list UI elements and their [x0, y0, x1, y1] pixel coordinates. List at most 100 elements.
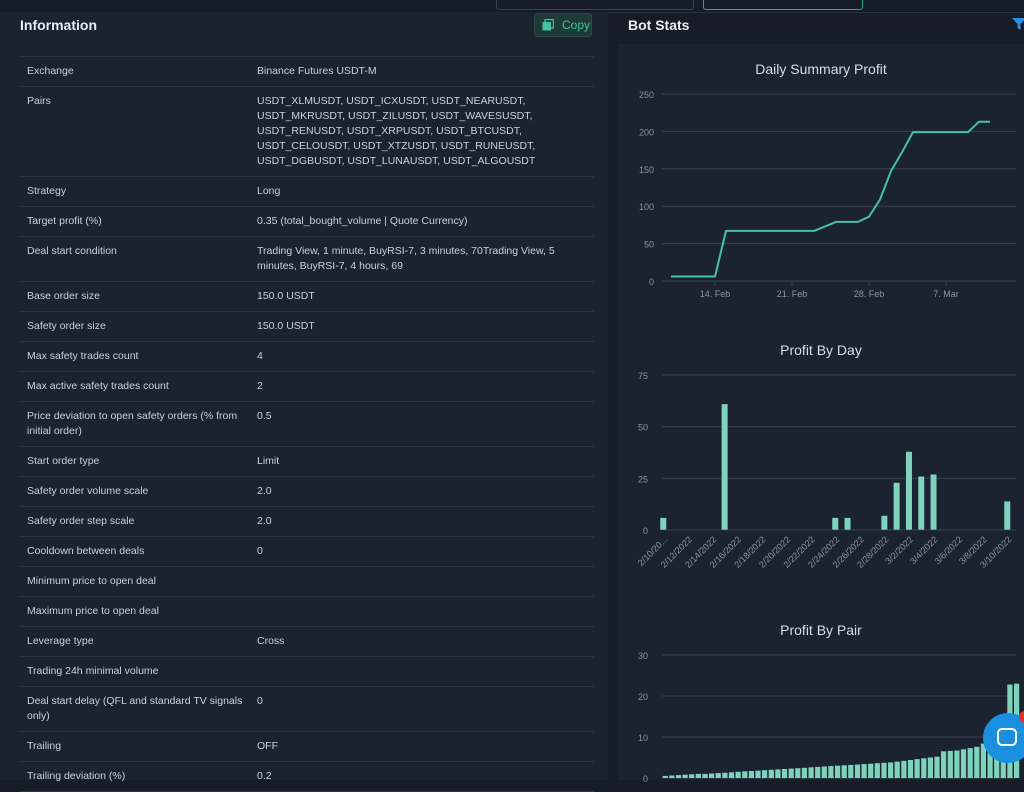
info-row-key: Maximum price to open deal [27, 605, 159, 617]
info-row-value [257, 664, 577, 679]
pair-bar [662, 775, 668, 778]
pair-bar [808, 767, 814, 778]
pair-bar [868, 763, 874, 778]
pair-bar [894, 761, 900, 778]
pair-bar [835, 765, 841, 778]
info-row-key: Pairs [27, 95, 51, 107]
copy-button[interactable]: Copy [534, 13, 592, 37]
copy-button-label: Copy [562, 18, 591, 32]
day-bar [1003, 500, 1011, 531]
info-row-key: Trading 24h minimal volume [27, 665, 159, 677]
pair-bar [987, 739, 993, 778]
pair-bar [709, 773, 715, 778]
day-bar [917, 476, 925, 531]
info-row-value [257, 574, 577, 589]
day-bar [930, 473, 938, 531]
info-row-key: Start order type [27, 455, 100, 467]
info-row-value: 2.0 [257, 485, 272, 497]
information-header: Information Copy [0, 12, 608, 48]
y-tick-label: 20 [638, 692, 648, 702]
info-row-value: Binance Futures USDT-M [257, 65, 377, 77]
pair-bar [695, 773, 701, 778]
profit-by-day-chart: 02550752/10/20...2/12/20222/14/20222/16/… [636, 371, 1016, 570]
info-row-key: Minimum price to open deal [27, 575, 156, 587]
info-row-key: Strategy [27, 185, 67, 197]
info-row-key: Exchange [27, 65, 74, 77]
pair-bar [755, 770, 761, 778]
info-row-key: Trailing deviation (%) [27, 770, 126, 782]
y-tick-label: 100 [639, 202, 654, 212]
profit-by-pair-title: Profit By Pair [780, 622, 862, 638]
chat-launcher-button[interactable] [983, 711, 1024, 763]
info-row: Safety order step scale 2.0 [20, 506, 594, 536]
pair-bar [682, 774, 688, 778]
x-tick-label: 14. Feb [700, 289, 731, 299]
day-bar [844, 517, 852, 531]
pair-bar [927, 757, 933, 778]
pair-bar [669, 775, 675, 778]
info-row-value: 0.35 (total_bought_volume | Quote Curren… [257, 215, 468, 227]
pair-bar [874, 763, 880, 778]
bot-stats-title: Bot Stats [628, 17, 690, 33]
info-row-value: 150.0 USDT [257, 320, 315, 332]
info-row-value: USDT_XLMUSDT, USDT_ICXUSDT, USDT_NEARUSD… [257, 95, 536, 167]
info-row-key: Max active safety trades count [27, 380, 169, 392]
y-tick-label: 0 [643, 774, 648, 784]
x-tick-label: 28. Feb [854, 289, 885, 299]
daily-summary-profit-title: Daily Summary Profit [755, 61, 887, 77]
y-tick-label: 0 [643, 526, 648, 536]
pair-bar [768, 769, 774, 778]
y-tick-label: 200 [639, 127, 654, 137]
info-row-value: 0.2 [257, 770, 272, 782]
pair-bar [967, 748, 973, 778]
pair-bar [828, 766, 834, 778]
info-row: Strategy Long [20, 176, 594, 206]
y-tick-label: 25 [638, 474, 648, 484]
top-stat-pill [496, 0, 694, 10]
info-row-key: Price deviation to open safety orders (%… [27, 410, 238, 437]
pair-bar [795, 768, 801, 778]
info-row-value: Limit [257, 455, 280, 467]
filter-icon[interactable] [1012, 18, 1024, 30]
pair-bar [689, 774, 695, 778]
info-row-value: OFF [257, 740, 278, 752]
chat-icon [997, 728, 1017, 746]
info-row: Deal start delay (QFL and standard TV si… [20, 686, 594, 731]
info-row-key: Deal start condition [27, 245, 117, 257]
pair-bar [722, 772, 728, 778]
info-row: Cooldown between deals 0 [20, 536, 594, 566]
info-row: Safety order volume scale 2.0 [20, 476, 594, 506]
info-row-value: Cross [257, 635, 285, 647]
y-tick-label: 10 [638, 733, 648, 743]
pair-bar [762, 770, 768, 778]
info-row: Trading 24h minimal volume [20, 656, 594, 686]
day-bar [831, 517, 839, 531]
bot-stats-panel: Daily Summary Profit 0 50 100 150 200 250 14. … [618, 44, 1024, 784]
info-row-key: Base order size [27, 290, 100, 302]
info-row-key: Deal start delay (QFL and standard TV si… [27, 695, 243, 722]
pair-bar [841, 765, 847, 778]
information-title: Information [20, 17, 97, 33]
info-row-value: 0 [257, 695, 263, 707]
pair-bar [801, 767, 807, 779]
pair-bar [848, 764, 854, 778]
pair-bar [954, 750, 960, 778]
top-stat-pill-green [703, 0, 863, 10]
pair-bar [675, 775, 682, 778]
pair-bar [947, 750, 953, 778]
y-tick-label: 50 [638, 423, 648, 433]
pair-bar [788, 768, 794, 778]
info-row-key: Leverage type [27, 635, 94, 647]
pair-bar [888, 762, 894, 778]
info-row-value: 0.5 [257, 410, 272, 422]
y-tick-label: 50 [644, 240, 654, 250]
info-row-value: 0 [257, 545, 263, 557]
pair-bar [748, 771, 754, 778]
x-tick-label: 7. Mar [933, 289, 959, 299]
info-row: Trailing OFF [20, 731, 594, 761]
notification-dot [1019, 711, 1024, 723]
pair-bar [861, 764, 867, 778]
pair-bar [914, 759, 920, 778]
info-row: Price deviation to open safety orders (%… [20, 401, 594, 446]
info-row: Deal start condition Trading View, 1 minu… [20, 236, 594, 281]
